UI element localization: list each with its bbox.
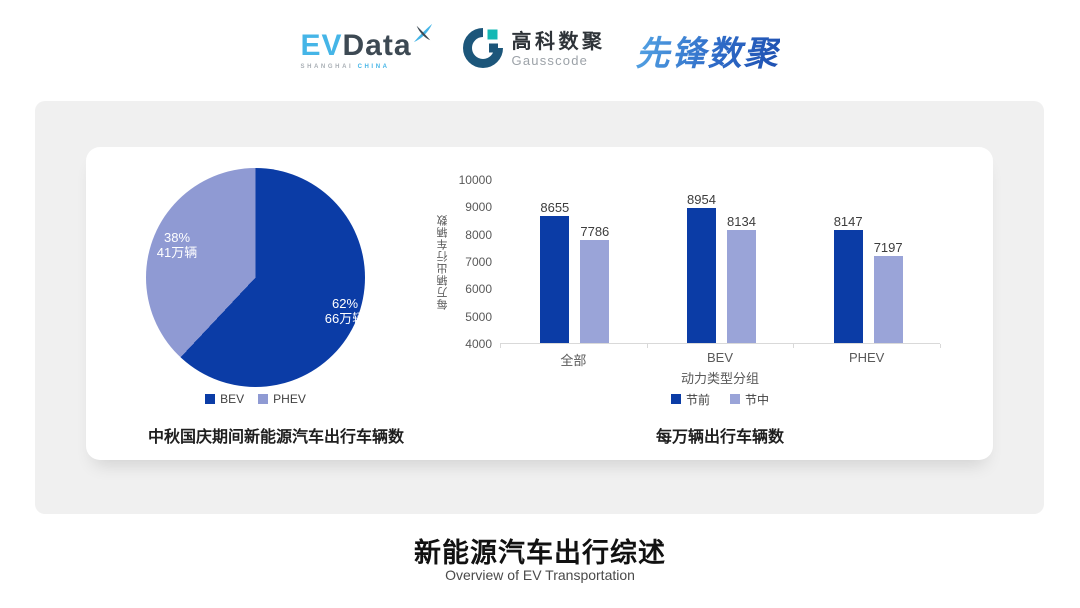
y-tick-label: 10000 [458, 173, 492, 187]
x-axis-tick [646, 344, 648, 348]
pie-legend-item-phev: PHEV [258, 392, 306, 406]
evdata-wordmark: EV Data [300, 23, 432, 62]
pie-slice-label-bev: 62% 66万辆 [295, 296, 395, 326]
phev-legend-swatch [258, 394, 269, 404]
header-logos: EV Data SHANGHAI CHINA [0, 18, 1080, 82]
y-tick-label: 8000 [465, 227, 492, 242]
evdata-logo: EV Data SHANGHAI CHINA [300, 23, 432, 70]
bar-节前-PHEV [833, 229, 863, 343]
gausscode-en: Gausscode [511, 53, 589, 69]
bar-legend: 节前 节中 [500, 391, 940, 408]
evdata-data-text: Data [342, 28, 412, 62]
evdata-china: CHINA [357, 63, 390, 70]
phev-count: 41万辆 [156, 245, 198, 260]
y-tick-label: 6000 [465, 282, 492, 297]
bar-chart-title: 每万辆出行车辆数 [655, 429, 784, 446]
y-tick-label: 9000 [465, 200, 492, 215]
mid-holiday-legend-label: 节中 [745, 392, 770, 407]
bar-节前-BEV [687, 207, 716, 343]
phev-legend-label: PHEV [273, 392, 306, 406]
bar-value-label: 8954 [687, 191, 716, 207]
bar-value-label: 7197 [873, 239, 903, 255]
page-title: 新能源汽车出行综述 [414, 538, 666, 568]
pie-chart-title: 中秋国庆期间新能源汽车出行车辆数 [147, 429, 404, 446]
bar-value-label: 8655 [540, 199, 570, 215]
evdata-subtext: SHANGHAI CHINA [300, 64, 389, 70]
category-label-全部: 全部 [560, 353, 587, 368]
bar-legend-item-mid: 节中 [730, 391, 769, 408]
pie-chart [146, 168, 365, 387]
gausscode-logo: 高科数聚 Gausscode [462, 27, 606, 73]
bar-value-label: 8134 [727, 214, 756, 229]
category-label-PHEV: PHEV [848, 350, 885, 365]
pie-legend-item-bev: BEV [205, 392, 244, 406]
pie-slice-label-phev: 38% 41万辆 [127, 230, 227, 260]
bar-节中-全部 [580, 239, 610, 343]
bev-count: 66万辆 [324, 311, 366, 326]
bev-percent: 62% [331, 296, 359, 311]
gausscode-text: 高科数聚 Gausscode [512, 32, 606, 68]
gausscode-mark-icon [462, 27, 503, 73]
phev-percent: 38% [163, 230, 191, 245]
evdata-shanghai: SHANGHAI [300, 63, 354, 70]
evdata-ev-text: EV [300, 28, 343, 62]
pre-holiday-legend-swatch [670, 394, 681, 404]
bar-节中-BEV [727, 230, 756, 343]
category-label-BEV: BEV [706, 350, 733, 365]
bar-value-label: 7786 [580, 223, 610, 239]
x-axis-tick [940, 344, 941, 348]
evdata-x-icon [413, 23, 433, 47]
mid-holiday-legend-swatch [730, 394, 740, 404]
page-subtitle: Overview of EV Transportation [445, 567, 635, 583]
x-axis-tick [500, 344, 501, 348]
bar-y-tick-labels: 10000 9000 8000 7000 6000 5000 4000 [444, 173, 492, 351]
y-tick-label: 5000 [465, 309, 492, 324]
x-axis-tick [793, 344, 795, 348]
bar-value-label: 8147 [833, 213, 863, 229]
bar-节前-全部 [540, 215, 570, 343]
bar-x-axis-label: 动力类型分组 [680, 371, 759, 386]
bar-plot-area: 8655 7786 全部 8954 8134 BEV 8147 7197 PHEV [500, 180, 941, 368]
y-tick-label: 7000 [465, 255, 492, 269]
bev-legend-label: BEV [220, 392, 245, 406]
pioneer-logo: 先锋数聚 [636, 26, 780, 75]
bar-legend-item-pre: 节前 [670, 391, 710, 408]
pre-holiday-legend-label: 节前 [685, 392, 710, 407]
gausscode-cn: 高科数聚 [511, 31, 606, 54]
y-tick-label: 4000 [465, 337, 492, 351]
bar-节中-PHEV [873, 255, 903, 343]
bev-legend-swatch [205, 394, 216, 404]
pie-legend: BEV PHEV [146, 392, 365, 406]
